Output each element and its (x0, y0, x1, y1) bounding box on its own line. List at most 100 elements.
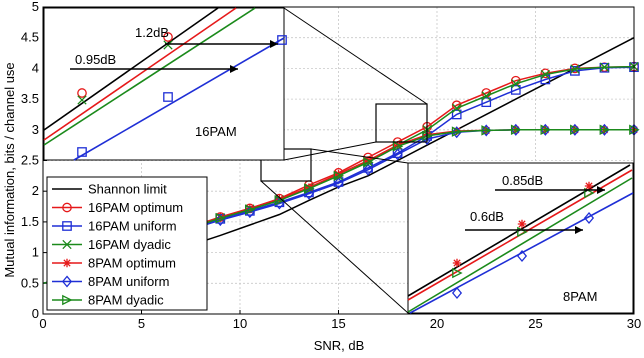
data-point-8pam-uniform (569, 123, 580, 136)
data-point-8pam-uniform (481, 124, 492, 137)
inset-16pam-data-point (77, 147, 87, 157)
inset-8pam-data-point (584, 187, 595, 199)
inset-8pam-data-point (451, 286, 463, 300)
legend-label-shannon-limit: Shannon limit (88, 182, 167, 197)
data-point-16pam-dyadic (452, 103, 462, 113)
data-point-16pam-optimum (451, 100, 462, 111)
series-line-8pam-dyadic (190, 129, 634, 229)
y-tick-label: 0 (32, 306, 39, 321)
gap-label-0-85db: 0.85dB (502, 173, 543, 188)
data-point-16pam-dyadic (540, 69, 551, 80)
data-point-8pam-optimum (393, 140, 402, 150)
data-point-8pam-dyadic (599, 124, 611, 136)
inset-8pam-data-point (452, 267, 463, 279)
gap-arrow-1-2db-head (270, 40, 278, 48)
data-point-8pam-dyadic (304, 183, 315, 194)
inset-8pam-data-point (516, 249, 528, 263)
data-point-8pam-dyadic (451, 126, 463, 137)
inset-8pam-data-point (452, 258, 462, 268)
data-point-8pam-uniform (333, 177, 344, 190)
inset-16pam-data-point (77, 88, 87, 98)
data-point-16pam-dyadic (599, 62, 610, 72)
inset-16pam: 16PAM 1.2dB 0.95dB (43, 7, 287, 161)
data-point-8pam-dyadic (510, 124, 522, 136)
data-point-8pam-dyadic (392, 141, 404, 152)
y-tick-label: 2 (32, 183, 39, 198)
legend-label-16pam-optimum: 16PAM optimum (88, 200, 183, 215)
y-tick-labels: 0 0.5 1 1.5 2 2.5 3 3.5 4 4.5 5 (21, 0, 39, 321)
x-tick-label: 25 (528, 316, 542, 331)
data-point-16pam-uniform (510, 85, 521, 95)
legend-marker-8pam-uniform (61, 275, 73, 288)
inset-16pam-series-line (43, 7, 256, 146)
plot-frame (42, 6, 635, 315)
inset-16pam-data-point (163, 32, 173, 42)
legend-label-8pam-dyadic: 8PAM dyadic (88, 293, 164, 308)
gap-arrow-0-85db-head (597, 186, 605, 194)
inset-8pam-data-point (583, 211, 595, 225)
data-point-8pam-optimum (245, 204, 255, 213)
data-point-16pam-optimum (481, 88, 492, 98)
data-point-8pam-uniform (363, 163, 374, 176)
zoom-source-8pam (260, 148, 312, 182)
inset-16pam-data-point (277, 35, 287, 45)
inset-8pam-label: 8PAM (563, 289, 597, 304)
inset-8pam-data-point (517, 219, 527, 229)
inset-16pam-label: 16PAM (195, 124, 237, 139)
data-point-8pam-dyadic (215, 212, 226, 224)
y-tick-label: 2.5 (21, 153, 39, 168)
legend-marker-16pam-uniform (62, 221, 72, 231)
data-point-16pam-uniform (481, 97, 492, 108)
inset-16pam-data-point (163, 40, 173, 50)
zoom-connector (283, 141, 377, 161)
gap-label-0-6db: 0.6dB (470, 209, 504, 224)
inset-8pam-frame (407, 162, 634, 314)
y-tick-label: 4 (32, 60, 39, 75)
data-point-8pam-dyadic (363, 157, 374, 168)
data-point-8pam-uniform (599, 123, 610, 136)
data-point-16pam-uniform (451, 109, 462, 120)
legend-items: Shannon limit 16PAM optimum 16PAM uniform 1… (52, 182, 183, 308)
y-tick-label: 4.5 (21, 30, 39, 45)
data-point-16pam-dyadic (570, 64, 580, 74)
zoom-connector (310, 148, 409, 164)
y-tick-label: 5 (32, 0, 39, 14)
x-tick-label: 10 (233, 316, 247, 331)
inset-8pam-series-line (407, 177, 633, 313)
legend-marker-16pam-optimum (62, 202, 72, 213)
legend-label-8pam-optimum: 8PAM optimum (88, 256, 176, 271)
legend-marker-16pam-dyadic (62, 239, 72, 250)
inset-16pam-data-point (77, 95, 87, 105)
inset-8pam-series-line (409, 192, 634, 314)
data-point-16pam-dyadic (481, 91, 491, 101)
data-point-8pam-dyadic (244, 204, 256, 215)
data-point-8pam-uniform (540, 123, 551, 136)
gap-label-1-2db: 1.2dB (135, 25, 169, 40)
legend-box (46, 176, 208, 311)
legend-marker-8pam-optimum (62, 258, 72, 268)
zoom-connector-lines (260, 7, 428, 314)
data-point-8pam-dyadic (570, 124, 581, 136)
inset-16pam-series-line (73, 37, 285, 161)
inset-8pam-data-point (584, 181, 594, 191)
x-tick-label: 20 (430, 316, 444, 331)
x-tick-label: 30 (627, 316, 641, 331)
data-point-8pam-optimum (304, 183, 314, 192)
x-tick-label: 15 (331, 316, 345, 331)
y-tick-label: 1.5 (21, 214, 39, 229)
legend-label-16pam-dyadic: 16PAM dyadic (88, 237, 171, 252)
inset-16pam-series-line (43, 7, 237, 141)
legend-label-16pam-uniform: 16PAM uniform (88, 219, 177, 234)
x-tick-label: 0 (39, 316, 46, 331)
data-point-8pam-dyadic (274, 195, 286, 206)
y-axis-label: Mutual information, bits / channel use (2, 62, 17, 277)
data-point-8pam-dyadic (540, 124, 552, 136)
legend-label-8pam-uniform: 8PAM uniform (88, 274, 169, 289)
y-tick-label: 3.5 (21, 91, 39, 106)
data-point-8pam-dyadic (481, 125, 492, 136)
data-point-16pam-dyadic (511, 79, 521, 89)
y-tick-label: 0.5 (21, 275, 39, 290)
data-point-8pam-uniform (392, 148, 403, 161)
zoom-connector (283, 7, 428, 105)
